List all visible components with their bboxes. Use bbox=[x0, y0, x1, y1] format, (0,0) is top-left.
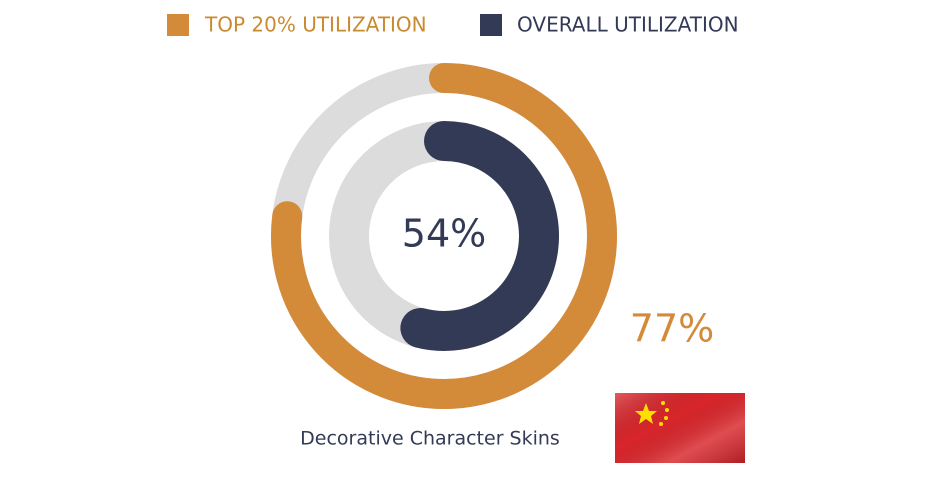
value-label: 77% bbox=[630, 307, 714, 351]
legend-swatch bbox=[167, 14, 189, 36]
legend-label: OVERALL UTILIZATION bbox=[517, 13, 739, 37]
ring-arc bbox=[400, 121, 559, 351]
legend-label: TOP 20% UTILIZATION bbox=[204, 13, 427, 37]
value-label: 54% bbox=[402, 212, 486, 256]
category-label: Decorative Character Skins bbox=[300, 428, 560, 450]
ring-arc bbox=[271, 63, 617, 409]
legend-swatch bbox=[480, 14, 502, 36]
flag bbox=[615, 393, 745, 463]
